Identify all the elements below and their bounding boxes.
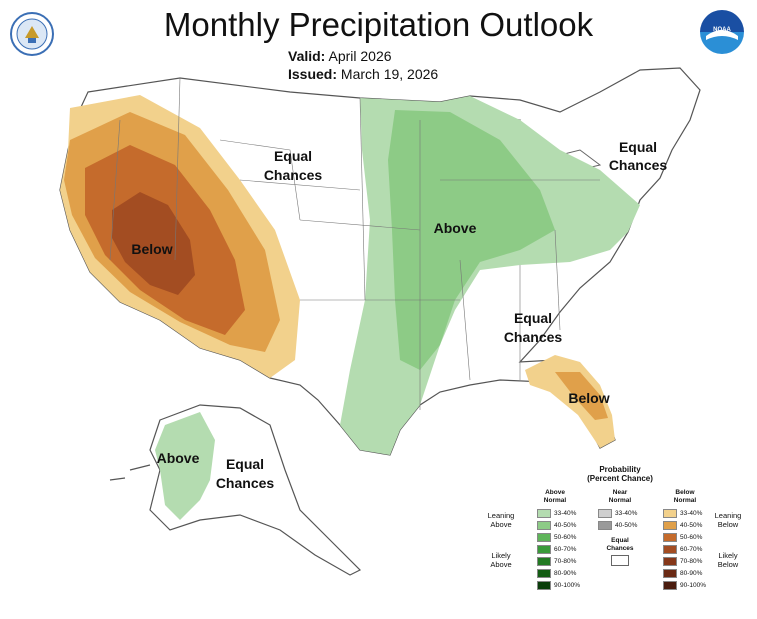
legend-below-swatch — [663, 569, 677, 578]
central-above-40-50 — [388, 110, 555, 370]
legend-above-swatch — [537, 509, 551, 518]
valid-value: April 2026 — [328, 48, 392, 64]
legend-below-swatch — [663, 557, 677, 566]
issued-line: Issued: March 19, 2026 — [288, 66, 438, 82]
legend-below-swatch — [663, 533, 677, 542]
legend-above-range-label: 50-60% — [554, 534, 577, 541]
alaska-above-33-40 — [155, 412, 215, 520]
legend-title-1: Probability — [599, 465, 641, 474]
florida-below-33-40 — [525, 355, 615, 448]
label-central-above: Above — [434, 220, 477, 236]
label-north-equal-2: Chances — [264, 167, 323, 183]
legend-title-2: (Percent Chance) — [587, 474, 653, 483]
legend-above-swatch — [537, 557, 551, 566]
legend-above-swatch — [537, 569, 551, 578]
legend-below-range-label: 50-60% — [680, 534, 703, 541]
west-below-60-70 — [112, 192, 195, 295]
legend-above-range-label: 40-50% — [554, 522, 577, 529]
label-alaska-equal-2: Chances — [216, 475, 275, 491]
legend-above-range-label: 90-100% — [554, 582, 581, 589]
legend-below-range-label: 40-50% — [680, 522, 703, 529]
legend-likely-above: Likely Above — [490, 551, 512, 569]
legend-title: Probability (Percent Chance) — [565, 465, 675, 483]
legend-equal-swatch — [611, 555, 629, 566]
valid-label: Valid: — [288, 48, 326, 64]
legend-head-below: Below Normal — [673, 489, 697, 504]
legend-below-swatch — [663, 581, 677, 590]
legend-above-range-label: 60-70% — [554, 546, 577, 553]
label-se-equal-1: Equal — [514, 310, 552, 326]
valid-line: Valid: April 2026 — [288, 48, 392, 64]
legend-likely-below: Likely Below — [717, 551, 739, 569]
legend-near-range-label: 40-50% — [615, 522, 638, 529]
legend-leaning-below: Leaning Below — [714, 511, 742, 529]
florida-below-40-50 — [555, 372, 608, 420]
doc-seal-icon — [10, 12, 54, 56]
legend-above-range-label: 33-40% — [554, 510, 577, 517]
label-se-equal-2: Chances — [504, 329, 563, 345]
label-north-equal-1: Equal — [274, 148, 312, 164]
label-west-below: Below — [131, 241, 172, 257]
noaa-logo-icon: NOAA — [700, 10, 744, 54]
legend-leaning-above: Leaning Above — [487, 511, 515, 529]
noaa-logo-text: NOAA — [713, 27, 731, 33]
legend-below-swatch — [663, 545, 677, 554]
legend-near-swatch — [598, 509, 612, 518]
legend-below-range-label: 70-80% — [680, 558, 703, 565]
legend-below-range-label: 33-40% — [680, 510, 703, 517]
legend-above-swatch — [537, 521, 551, 530]
legend-equal-chances: Equal Chances — [598, 537, 642, 566]
legend-above-swatch — [537, 545, 551, 554]
legend-near-range-label: 33-40% — [615, 510, 638, 517]
legend-below-range-label: 90-100% — [680, 582, 707, 589]
issued-value: March 19, 2026 — [340, 66, 439, 82]
legend-below-swatch — [663, 521, 677, 530]
legend-below-swatch — [663, 509, 677, 518]
label-alaska-equal-1: Equal — [226, 456, 264, 472]
legend-below-range-label: 80-90% — [680, 570, 703, 577]
alaska-aleutians — [109, 464, 151, 481]
legend-above-swatch — [537, 533, 551, 542]
legend-near-swatch — [598, 521, 612, 530]
page-title: Monthly Precipitation Outlook — [163, 6, 594, 43]
legend-below-range-label: 60-70% — [680, 546, 703, 553]
legend-above-swatch — [537, 581, 551, 590]
legend: Probability (Percent Chance) Above Normal… — [485, 465, 745, 605]
issued-label: Issued: — [288, 66, 338, 82]
label-alaska-above: Above — [157, 450, 200, 466]
legend-above-range-label: 70-80% — [554, 558, 577, 565]
label-ne-equal-2: Chances — [609, 157, 668, 173]
legend-head-near: Near Normal — [608, 489, 632, 504]
label-ne-equal-1: Equal — [619, 139, 657, 155]
legend-head-above: Above Normal — [543, 489, 567, 504]
label-florida-below: Below — [568, 390, 609, 406]
state-boundaries — [109, 77, 600, 410]
legend-above-range-label: 80-90% — [554, 570, 577, 577]
